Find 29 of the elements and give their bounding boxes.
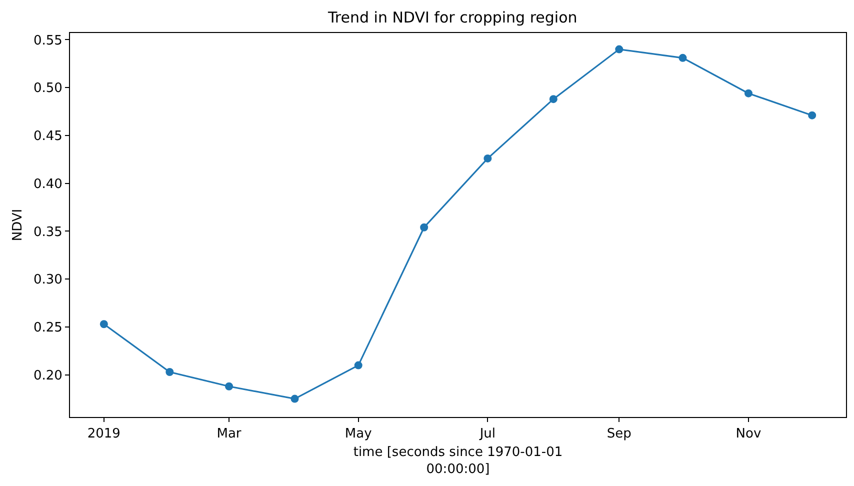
x-tick-label: Jul (478, 426, 496, 442)
x-tick-label: 2019 (87, 426, 120, 442)
point (420, 223, 428, 232)
x-axis-title: time [seconds since 1970-01-01 00:00:00] (353, 445, 563, 478)
point (484, 154, 492, 162)
point (744, 89, 752, 98)
point (354, 361, 362, 370)
point (808, 111, 816, 120)
y-tick-label: 0.20 (33, 368, 62, 384)
y-tick-label: 0.55 (33, 33, 62, 48)
chart-title: Trend in NDVI for cropping region (326, 8, 578, 26)
x-tick-label: Mar (216, 426, 242, 442)
y-axis-title: NDVI (10, 208, 26, 242)
y-tick-label: 0.40 (33, 176, 62, 192)
point (290, 394, 299, 403)
y-tick-label: 0.25 (33, 320, 62, 336)
point (225, 382, 234, 390)
point (615, 45, 624, 54)
y-tick-label: 0.30 (33, 272, 62, 288)
x-tick-label: Sep (606, 426, 632, 442)
y-tick-label: 0.50 (33, 81, 62, 96)
y-tick-label: 0.45 (33, 129, 62, 144)
x-tick-label: Nov (736, 426, 762, 442)
point (678, 54, 687, 62)
y-tick-label: 0.35 (33, 224, 62, 240)
point (549, 95, 558, 104)
point (100, 320, 108, 328)
x-tick-label: May (344, 426, 372, 442)
point (166, 368, 174, 376)
